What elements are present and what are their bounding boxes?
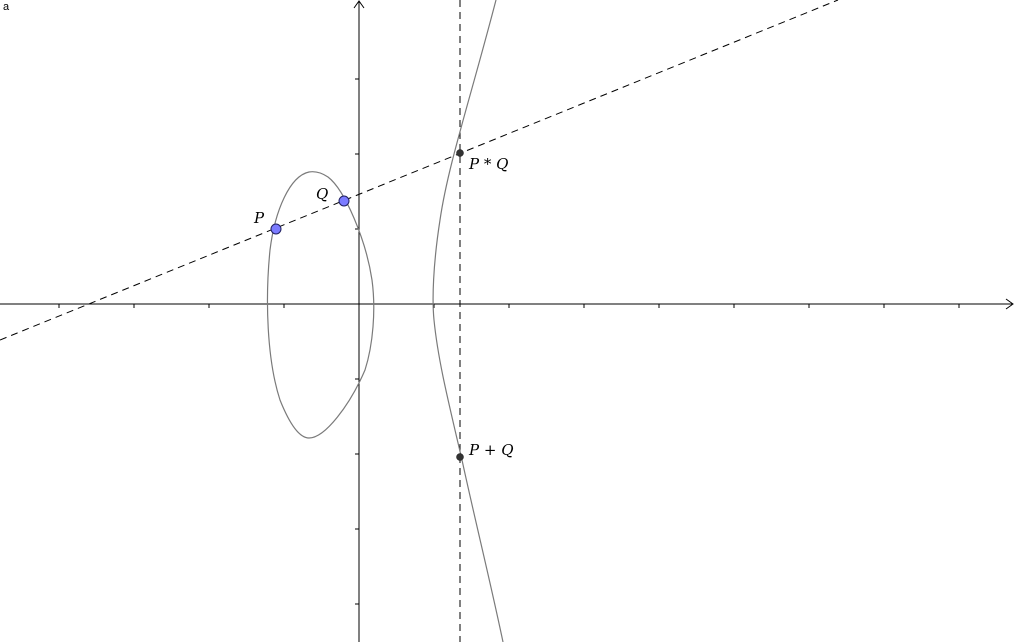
point-p-star-q (456, 149, 464, 157)
curve-oval (266, 171, 375, 439)
y-axis (353, 0, 365, 642)
label-p: P (253, 209, 265, 227)
x-axis-arrow-icon (1005, 298, 1014, 310)
label-p-plus-q: P + Q (468, 441, 514, 459)
curve-branch (432, 0, 504, 642)
label-p-star-q: P * Q (468, 155, 508, 173)
label-q: Q (316, 185, 328, 203)
point-p[interactable] (270, 223, 282, 235)
point-q[interactable] (338, 195, 350, 207)
y-axis-ticks (355, 78, 359, 605)
x-axis-ticks (58, 304, 960, 308)
point-p-plus-q (456, 453, 464, 461)
y-axis-arrow-icon (353, 0, 365, 9)
corner-label: a (3, 1, 10, 13)
x-axis (0, 298, 1014, 310)
secant-line (0, 0, 839, 341)
